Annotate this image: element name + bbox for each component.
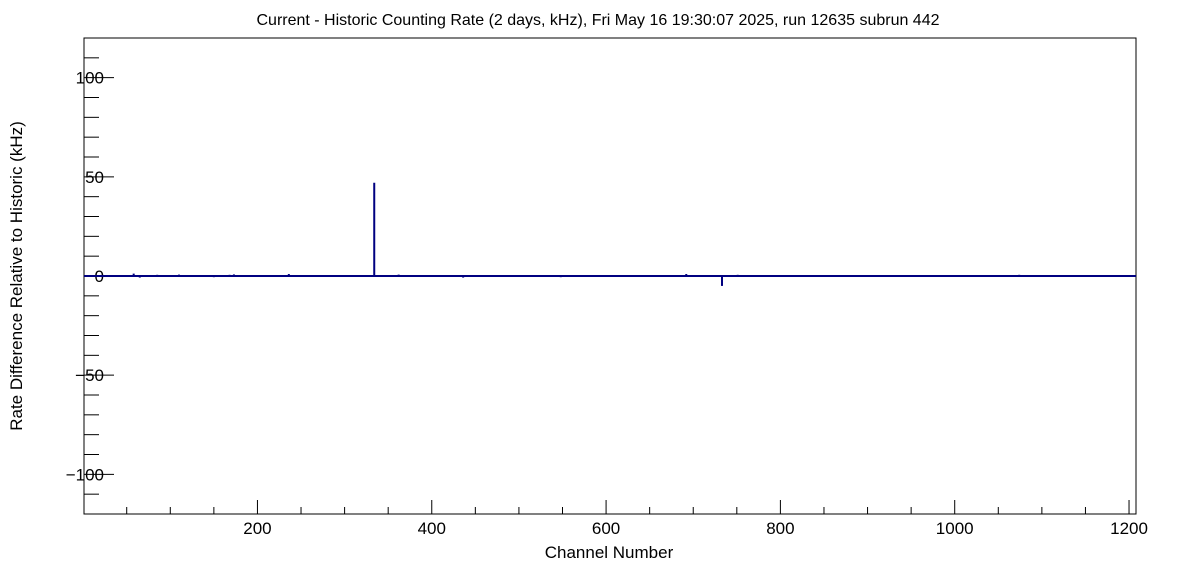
- x-tick-label: 1000: [936, 519, 974, 538]
- x-axis-label: Channel Number: [545, 543, 674, 562]
- x-tick-label: 600: [592, 519, 620, 538]
- x-tick-label: 1200: [1110, 519, 1148, 538]
- y-tick-label: 100: [76, 69, 104, 88]
- chart-title: Current - Historic Counting Rate (2 days…: [256, 12, 939, 29]
- data-layer: [84, 182, 1136, 286]
- x-tick-label: 800: [766, 519, 794, 538]
- y-tick-label: −100: [66, 465, 104, 484]
- x-tick-label: 400: [418, 519, 446, 538]
- y-axis-label: Rate Difference Relative to Historic (kH…: [7, 121, 26, 431]
- x-tick-label: 200: [243, 519, 271, 538]
- y-tick-label: 50: [85, 168, 104, 187]
- x-axis: 200 400 600 800 1000 1200: [126, 500, 1148, 538]
- y-tick-label: −50: [75, 366, 104, 385]
